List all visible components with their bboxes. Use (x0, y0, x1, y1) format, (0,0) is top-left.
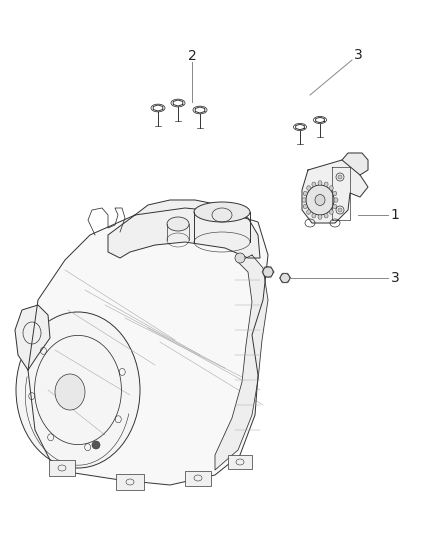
Ellipse shape (302, 198, 306, 202)
Ellipse shape (307, 210, 311, 214)
Ellipse shape (333, 191, 337, 196)
Ellipse shape (315, 195, 325, 206)
Ellipse shape (312, 182, 316, 187)
Ellipse shape (318, 215, 322, 219)
Ellipse shape (333, 204, 337, 209)
Ellipse shape (324, 213, 328, 218)
Ellipse shape (329, 185, 333, 190)
Ellipse shape (263, 267, 273, 277)
Bar (49, 460, 75, 476)
Ellipse shape (329, 210, 333, 214)
Text: 3: 3 (353, 48, 362, 62)
Ellipse shape (16, 312, 140, 468)
Text: 2: 2 (187, 49, 196, 63)
Bar (228, 455, 252, 469)
Ellipse shape (307, 185, 311, 190)
Ellipse shape (194, 202, 250, 222)
Bar (116, 474, 144, 490)
Ellipse shape (303, 191, 307, 196)
Polygon shape (108, 200, 260, 258)
Ellipse shape (334, 198, 338, 202)
Ellipse shape (306, 185, 334, 215)
Ellipse shape (303, 204, 307, 209)
Ellipse shape (318, 181, 322, 185)
Bar (185, 471, 211, 486)
Ellipse shape (55, 374, 85, 410)
Polygon shape (15, 305, 50, 370)
Polygon shape (342, 153, 368, 175)
Text: 3: 3 (391, 271, 399, 285)
Polygon shape (28, 208, 268, 485)
Ellipse shape (235, 253, 245, 263)
Ellipse shape (324, 182, 328, 187)
Ellipse shape (338, 175, 342, 179)
Ellipse shape (280, 273, 290, 282)
Text: 1: 1 (391, 208, 399, 222)
Polygon shape (302, 160, 368, 223)
Polygon shape (215, 255, 268, 470)
Ellipse shape (167, 217, 189, 231)
Ellipse shape (92, 441, 100, 449)
Ellipse shape (312, 213, 316, 218)
Ellipse shape (338, 208, 342, 212)
